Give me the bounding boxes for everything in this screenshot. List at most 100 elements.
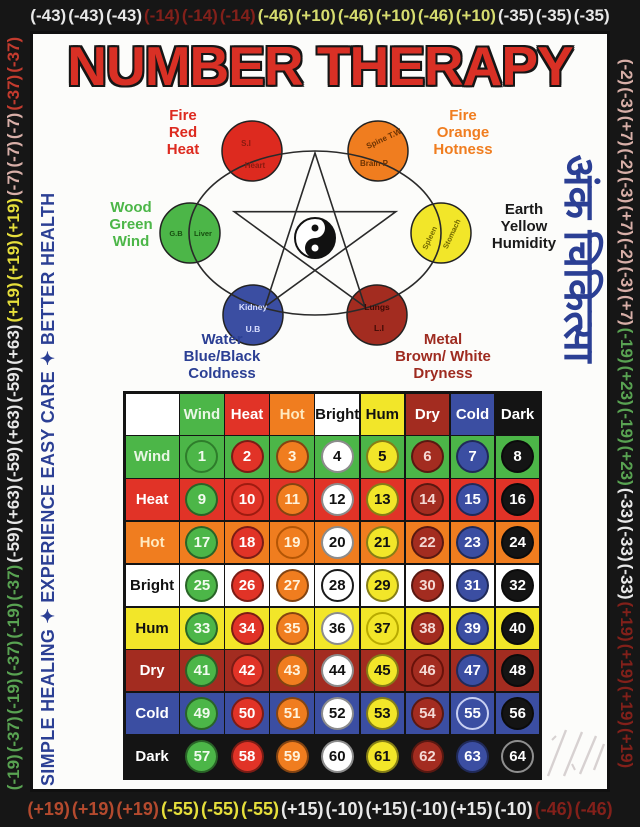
number-circle: 39 bbox=[456, 611, 489, 645]
border-number: (+10) bbox=[455, 5, 496, 25]
number-circle: 25 bbox=[185, 568, 219, 602]
border-number: (-55) bbox=[240, 799, 279, 819]
number-circle: 6 bbox=[410, 440, 444, 474]
number-cell: 48 bbox=[495, 650, 540, 692]
number-cell: 49 bbox=[180, 693, 224, 735]
number-cell: 52 bbox=[315, 693, 359, 735]
number-circle: 13 bbox=[365, 483, 399, 517]
border-number: (-46) bbox=[417, 5, 454, 25]
border-number: (+7) bbox=[617, 294, 636, 326]
number-circle: 61 bbox=[365, 739, 399, 773]
number-circle: 41 bbox=[185, 654, 219, 688]
number-cell: 47 bbox=[450, 650, 495, 692]
number-cell: 53 bbox=[360, 693, 405, 735]
number-cell: 55 bbox=[450, 693, 495, 735]
number-cell: 64 bbox=[495, 735, 540, 778]
organ-label: G.B bbox=[169, 229, 183, 238]
number-circle: 38 bbox=[410, 611, 444, 645]
border-number: (-43) bbox=[106, 5, 143, 25]
organ-label: L.I bbox=[374, 323, 384, 333]
number-circle: 31 bbox=[456, 568, 489, 602]
watermark-scribble bbox=[546, 729, 606, 777]
number-cell: 44 bbox=[315, 650, 359, 692]
number-cell: 35 bbox=[270, 607, 314, 649]
row-header: Hum bbox=[125, 607, 179, 649]
column-header: Bright bbox=[315, 393, 359, 435]
border-number: (-37) bbox=[4, 36, 23, 73]
border-number: (+63) bbox=[4, 404, 23, 445]
number-cell: 17 bbox=[180, 521, 224, 564]
number-cell: 50 bbox=[225, 693, 269, 735]
column-header: Hot bbox=[270, 393, 314, 435]
border-number: (-37) bbox=[4, 564, 23, 601]
organ-label: Liver bbox=[194, 229, 212, 238]
number-cell: 27 bbox=[270, 564, 314, 606]
number-circle: 49 bbox=[185, 697, 219, 731]
fire-red-circle bbox=[221, 120, 283, 182]
row-header: Dry bbox=[125, 650, 179, 692]
number-cell: 10 bbox=[225, 479, 269, 521]
number-cell: 31 bbox=[450, 564, 495, 606]
number-cell: 9 bbox=[180, 479, 224, 521]
border-number: (-19) bbox=[4, 678, 23, 715]
number-cell: 46 bbox=[405, 650, 450, 692]
number-cell: 6 bbox=[405, 436, 450, 478]
number-cell: 2 bbox=[225, 436, 269, 478]
number-circle: 55 bbox=[456, 697, 489, 731]
number-circle: 20 bbox=[320, 526, 354, 560]
border-number: (-59) bbox=[4, 446, 23, 483]
number-cell: 8 bbox=[495, 436, 540, 478]
side-title-hindi: अंक चिकित्सा bbox=[556, 154, 603, 363]
organ-label: S.I bbox=[241, 139, 251, 148]
number-cell: 21 bbox=[360, 521, 405, 564]
number-cell: 19 bbox=[270, 521, 314, 564]
page-title: NUMBER THERAPY bbox=[67, 35, 573, 97]
number-cell: 54 bbox=[405, 693, 450, 735]
number-circle: 32 bbox=[501, 568, 535, 602]
number-cell: 37 bbox=[360, 607, 405, 649]
border-number: (+10) bbox=[295, 5, 336, 25]
number-circle: 53 bbox=[365, 697, 399, 731]
number-circle: 54 bbox=[410, 697, 444, 731]
border-number: (-35) bbox=[497, 5, 534, 25]
border-number: (-14) bbox=[219, 5, 256, 25]
border-number: (-55) bbox=[200, 799, 239, 819]
number-circle: 15 bbox=[456, 483, 489, 517]
border-number: (-10) bbox=[494, 799, 533, 819]
number-circle: 26 bbox=[230, 568, 264, 602]
column-header: Dark bbox=[495, 393, 540, 435]
border-number: (-33) bbox=[617, 525, 636, 562]
number-cell: 56 bbox=[495, 693, 540, 735]
border-number: (-37) bbox=[4, 640, 23, 677]
border-number: (-2) bbox=[617, 148, 636, 175]
number-cell: 22 bbox=[405, 521, 450, 564]
border-number: (+23) bbox=[617, 365, 636, 406]
border-number: (-46) bbox=[257, 5, 294, 25]
border-number: (+23) bbox=[617, 445, 636, 486]
number-circle: 10 bbox=[230, 483, 264, 517]
border-number: (-19) bbox=[4, 602, 23, 639]
border-number: (-33) bbox=[617, 563, 636, 600]
border-number: (-46) bbox=[337, 5, 374, 25]
border-number: (-7) bbox=[4, 169, 23, 196]
number-cell: 24 bbox=[495, 521, 540, 564]
number-cell: 12 bbox=[315, 479, 359, 521]
number-cell: 25 bbox=[180, 564, 224, 606]
number-circle: 60 bbox=[320, 739, 354, 773]
border-number: (+19) bbox=[27, 799, 70, 819]
column-header: Dry bbox=[405, 393, 450, 435]
border-number: (-14) bbox=[181, 5, 218, 25]
number-cell: 28 bbox=[315, 564, 359, 606]
number-circle: 50 bbox=[230, 697, 264, 731]
border-number: (-2) bbox=[617, 58, 636, 86]
organ-label: Kidney bbox=[239, 302, 268, 312]
number-cell: 38 bbox=[405, 607, 450, 649]
border-number: (+19) bbox=[116, 799, 159, 819]
number-circle: 9 bbox=[185, 483, 219, 517]
border-number: (+19) bbox=[617, 601, 636, 642]
number-circle: 64 bbox=[501, 739, 535, 773]
number-cell: 32 bbox=[495, 564, 540, 606]
number-circle: 17 bbox=[185, 526, 219, 560]
number-circle: 46 bbox=[410, 654, 444, 688]
